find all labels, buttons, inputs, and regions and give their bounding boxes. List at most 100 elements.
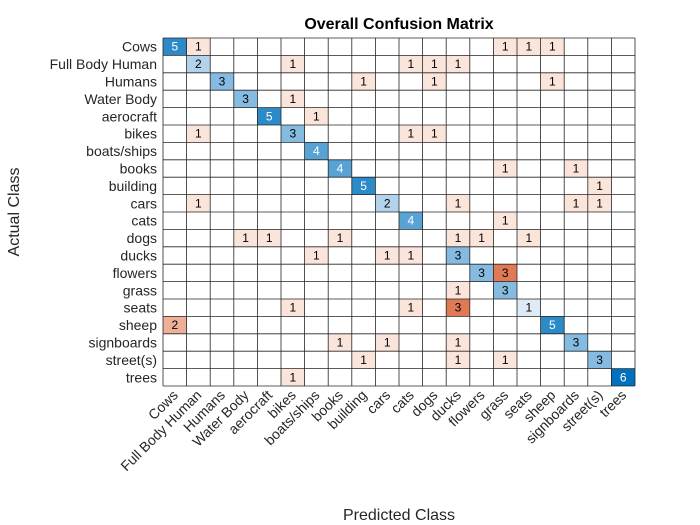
y-tick-label: bikes — [124, 126, 157, 142]
cell-value-1-11: 1 — [431, 57, 438, 71]
cell-11-15 — [517, 229, 541, 247]
cell-5-5 — [281, 125, 305, 143]
cell-value-18-18: 3 — [596, 353, 603, 367]
cell-9-9 — [375, 194, 399, 212]
cell-18-8 — [351, 351, 376, 369]
cell-value-15-12: 3 — [455, 301, 462, 315]
cell-value-9-18: 1 — [596, 196, 603, 210]
cell-19-19 — [611, 368, 635, 386]
cell-value-6-6: 4 — [313, 144, 320, 158]
cell-0-15 — [517, 38, 541, 56]
cell-12-9 — [375, 246, 399, 265]
cell-15-5 — [281, 299, 305, 317]
cell-value-11-4: 1 — [266, 231, 273, 245]
cell-7-17 — [564, 159, 588, 178]
cell-value-2-11: 1 — [431, 75, 438, 89]
cell-18-18 — [587, 351, 612, 369]
cell-0-1 — [186, 38, 211, 56]
cell-value-18-8: 1 — [360, 353, 367, 367]
cell-2-8 — [351, 72, 376, 91]
cell-15-15 — [517, 299, 541, 317]
cell-1-1 — [186, 55, 211, 73]
cell-value-3-5: 1 — [289, 92, 296, 106]
cell-9-17 — [564, 194, 588, 212]
cell-value-8-18: 1 — [596, 179, 603, 193]
cell-value-1-5: 1 — [289, 57, 296, 71]
cell-value-7-14: 1 — [502, 162, 509, 176]
cell-value-15-15: 1 — [525, 301, 532, 315]
cell-value-13-13: 3 — [478, 266, 485, 280]
cell-9-12 — [446, 194, 470, 212]
cell-0-0 — [163, 38, 187, 56]
cell-value-0-14: 1 — [502, 40, 509, 54]
y-tick-label: flowers — [113, 265, 157, 281]
y-tick-label: Water Body — [84, 91, 157, 107]
cell-value-11-7: 1 — [337, 231, 344, 245]
cell-2-2 — [210, 72, 234, 91]
cell-14-14 — [493, 281, 517, 299]
cell-4-4 — [257, 107, 281, 125]
cell-value-10-14: 1 — [502, 214, 509, 228]
cell-1-12 — [446, 55, 470, 73]
cell-14-12 — [446, 281, 470, 299]
cell-9-18 — [587, 194, 612, 212]
cell-value-14-12: 1 — [455, 283, 462, 297]
cell-4-6 — [304, 107, 329, 125]
cell-value-10-10: 4 — [407, 214, 414, 228]
cell-13-13 — [469, 264, 494, 282]
cell-value-15-5: 1 — [289, 301, 296, 315]
y-axis-label: Actual Class — [6, 168, 23, 257]
cell-3-5 — [281, 90, 305, 108]
cell-value-17-9: 1 — [384, 336, 391, 350]
cell-value-18-12: 1 — [455, 353, 462, 367]
cell-value-0-1: 1 — [195, 40, 202, 54]
cell-11-12 — [446, 229, 470, 247]
cell-value-16-0: 2 — [171, 318, 178, 332]
cell-value-15-10: 1 — [407, 301, 414, 315]
x-tick-label: cars — [363, 387, 393, 417]
cell-18-14 — [493, 351, 517, 369]
chart-title: Overall Confusion Matrix — [304, 16, 493, 33]
cell-value-1-12: 1 — [455, 57, 462, 71]
matrix-cells: 5 1 1 1 1 2 1 1 1 1 3 1 1 1 3 1 5 1 1 3 1 1 4 4 1 1 5 1 1 2 1 1 1 4 1 1 1 1 1 1… — [163, 38, 635, 386]
cell-value-17-7: 1 — [337, 336, 344, 350]
cell-8-8 — [351, 177, 376, 195]
y-tick-label: aerocraft — [102, 108, 157, 124]
cell-value-4-4: 5 — [266, 109, 273, 123]
cell-value-18-14: 1 — [502, 353, 509, 367]
cell-11-7 — [328, 229, 352, 247]
cell-value-9-17: 1 — [573, 196, 580, 210]
cell-value-12-12: 3 — [455, 249, 462, 263]
cell-value-5-5: 3 — [289, 127, 296, 141]
cell-value-5-10: 1 — [407, 127, 414, 141]
cell-15-12 — [446, 299, 470, 317]
cell-18-12 — [446, 351, 470, 369]
cell-value-9-1: 1 — [195, 196, 202, 210]
cell-1-11 — [422, 55, 447, 73]
cell-15-10 — [399, 299, 423, 317]
cell-value-13-14: 3 — [502, 266, 509, 280]
cell-16-0 — [163, 316, 187, 334]
cell-value-8-8: 5 — [360, 179, 367, 193]
cell-12-12 — [446, 246, 470, 265]
y-tick-label: sheep — [119, 317, 157, 333]
cell-1-5 — [281, 55, 305, 73]
cell-9-1 — [186, 194, 211, 212]
cell-value-1-10: 1 — [407, 57, 414, 71]
cell-17-17 — [564, 333, 588, 352]
cell-value-0-0: 5 — [171, 40, 178, 54]
cell-value-17-12: 1 — [455, 336, 462, 350]
cell-value-2-2: 3 — [219, 75, 226, 89]
cell-value-17-17: 3 — [573, 336, 580, 350]
cell-0-16 — [540, 38, 565, 56]
cell-7-7 — [328, 159, 352, 178]
cell-value-19-19: 6 — [620, 370, 627, 384]
y-tick-label: building — [109, 178, 157, 194]
cell-13-14 — [493, 264, 517, 282]
y-tick-label: cars — [131, 195, 157, 211]
cell-2-16 — [540, 72, 565, 91]
y-tick-label: dogs — [127, 230, 157, 246]
